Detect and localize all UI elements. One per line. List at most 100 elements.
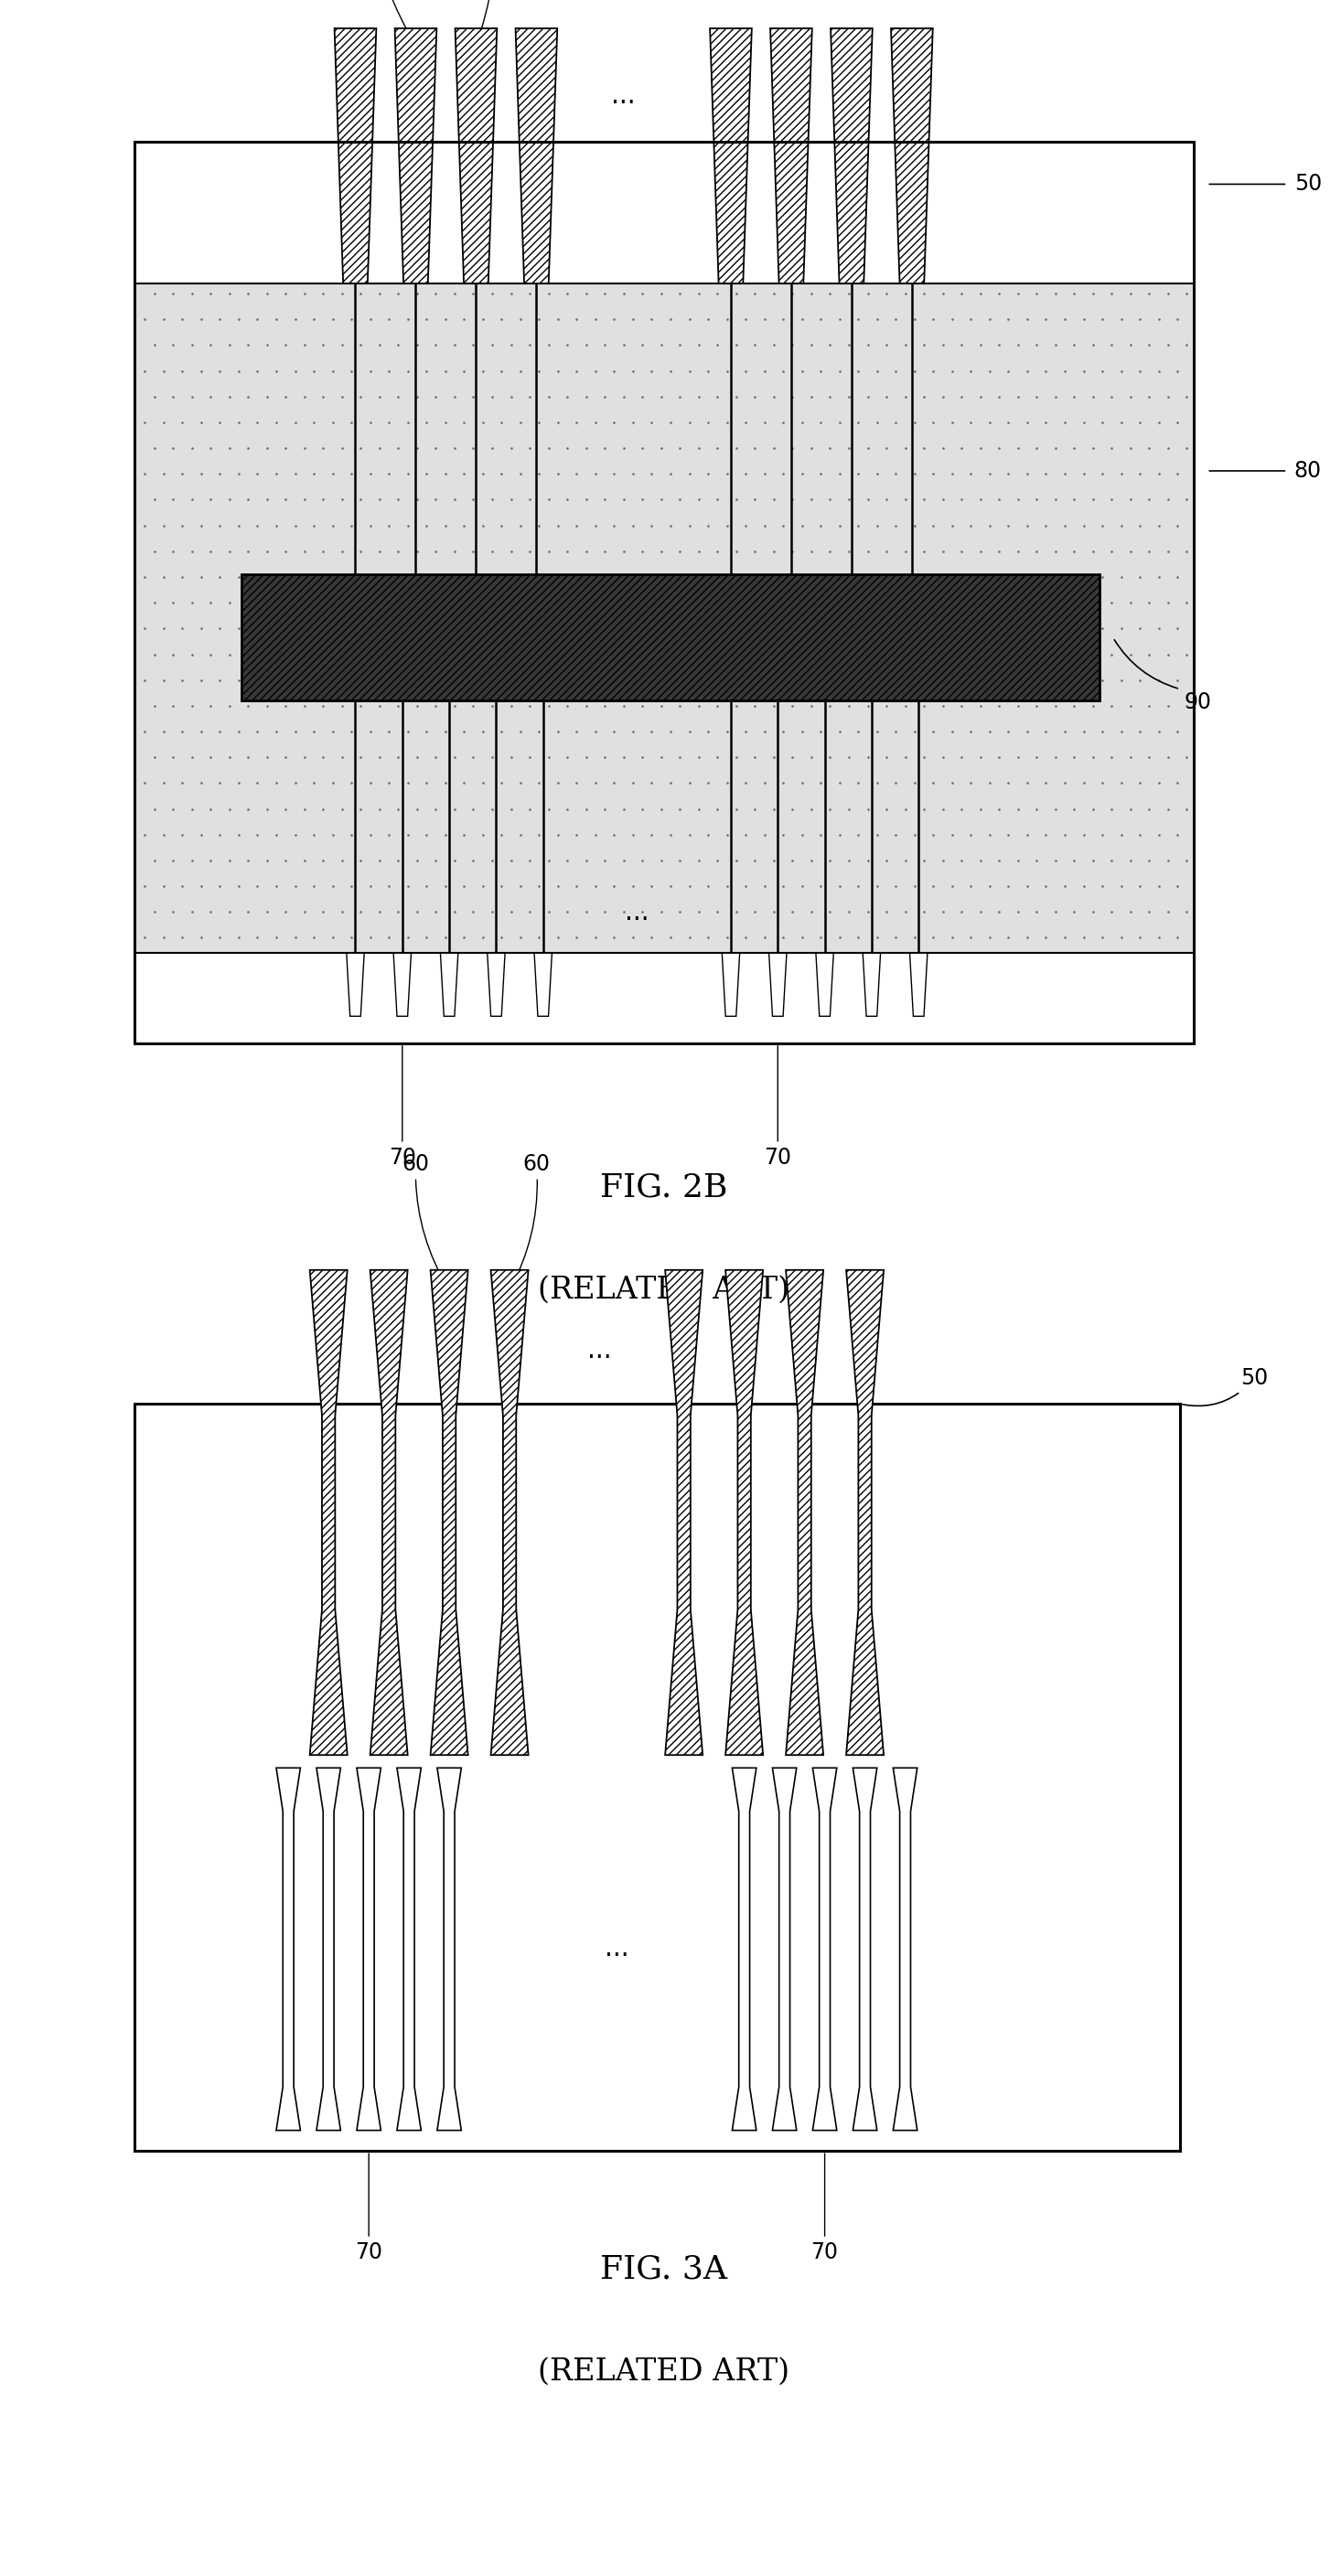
Point	[134, 814, 156, 855]
Point	[1157, 325, 1179, 366]
Point	[1054, 556, 1075, 598]
Point	[697, 866, 719, 907]
Point	[1054, 711, 1075, 752]
Point	[829, 866, 850, 907]
Point	[331, 325, 353, 366]
Point	[510, 762, 531, 804]
Point	[622, 917, 644, 958]
Point	[622, 659, 644, 701]
Point	[228, 866, 249, 907]
Point	[1035, 402, 1057, 443]
Point	[557, 788, 578, 829]
Point	[1082, 634, 1104, 675]
Point	[1035, 866, 1057, 907]
Point	[810, 814, 831, 855]
Point	[848, 402, 869, 443]
Point	[838, 788, 860, 829]
Point	[134, 299, 156, 340]
Polygon shape	[346, 953, 365, 1018]
Point	[294, 891, 315, 933]
Point	[247, 917, 268, 958]
Point	[876, 531, 897, 572]
Point	[463, 376, 484, 417]
Point	[613, 325, 634, 366]
Point	[528, 866, 550, 907]
Bar	[134, 142, 1193, 1043]
Point	[1157, 428, 1179, 469]
Point	[979, 814, 1000, 855]
Point	[603, 299, 625, 340]
Point	[763, 376, 784, 417]
Point	[1007, 428, 1029, 469]
Point	[397, 608, 418, 649]
Point	[660, 453, 681, 495]
Point	[510, 866, 531, 907]
Point	[594, 840, 616, 881]
Point	[181, 840, 202, 881]
Point	[632, 634, 653, 675]
Point	[941, 453, 963, 495]
Point	[444, 840, 465, 881]
Point	[791, 556, 813, 598]
Point	[209, 659, 231, 701]
Point	[388, 685, 409, 726]
Point	[669, 891, 691, 933]
Point	[200, 479, 221, 520]
Point	[857, 428, 878, 469]
Point	[594, 788, 616, 829]
Point	[866, 299, 888, 340]
Point	[425, 325, 447, 366]
Point	[838, 685, 860, 726]
Point	[275, 428, 296, 469]
Point	[547, 505, 569, 546]
Point	[538, 325, 559, 366]
Point	[481, 737, 503, 778]
Point	[894, 634, 916, 675]
Polygon shape	[370, 1270, 408, 1754]
Point	[172, 917, 193, 958]
Point	[528, 608, 550, 649]
Point	[500, 891, 522, 933]
Point	[913, 737, 935, 778]
Point	[350, 531, 371, 572]
Point	[923, 505, 944, 546]
Point	[998, 814, 1019, 855]
Point	[1139, 273, 1160, 314]
Point	[904, 402, 925, 443]
Point	[566, 814, 587, 855]
Point	[632, 737, 653, 778]
Point	[725, 891, 747, 933]
Point	[312, 325, 334, 366]
Point	[603, 866, 625, 907]
Point	[510, 402, 531, 443]
Point	[434, 299, 456, 340]
Point	[632, 479, 653, 520]
Point	[1054, 608, 1075, 649]
Point	[453, 659, 475, 701]
Point	[857, 531, 878, 572]
Point	[988, 685, 1010, 726]
Point	[782, 788, 803, 829]
Point	[744, 685, 766, 726]
Point	[1120, 891, 1141, 933]
Point	[341, 762, 362, 804]
Point	[988, 428, 1010, 469]
Point	[528, 556, 550, 598]
Point	[341, 866, 362, 907]
Point	[209, 917, 231, 958]
Point	[632, 685, 653, 726]
Point	[331, 685, 353, 726]
Point	[162, 428, 184, 469]
Point	[970, 685, 991, 726]
Point	[660, 762, 681, 804]
Point	[228, 453, 249, 495]
Point	[857, 325, 878, 366]
Point	[247, 505, 268, 546]
Point	[1016, 505, 1038, 546]
Point	[932, 428, 953, 469]
Point	[181, 634, 202, 675]
Point	[707, 376, 728, 417]
Point	[378, 866, 400, 907]
Point	[1035, 608, 1057, 649]
Point	[294, 737, 315, 778]
